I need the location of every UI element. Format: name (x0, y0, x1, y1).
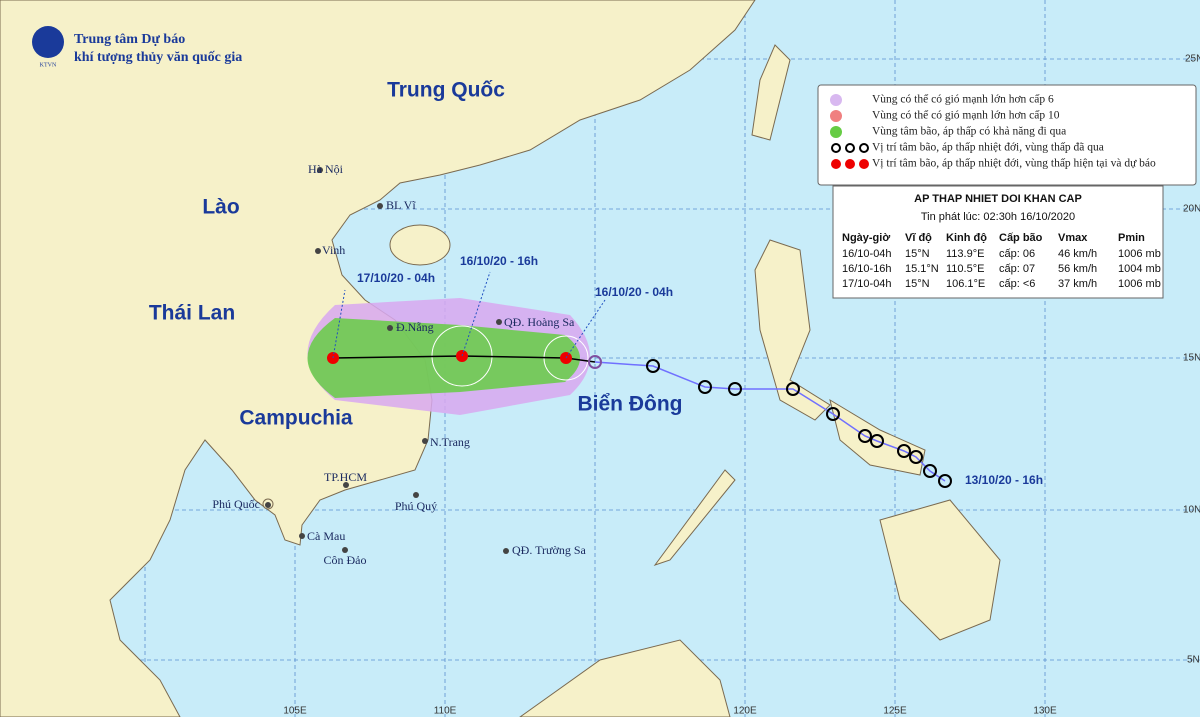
lon-label: 125E (883, 706, 907, 717)
place-label: QĐ. Hoàng Sa (504, 315, 575, 329)
lat-label: 5N (1187, 655, 1200, 666)
legend-label: Vùng có thể có gió mạnh lớn hơn cấp 6 (872, 93, 1054, 106)
place-label: QĐ. Trường Sa (512, 543, 587, 557)
table-cell: 37 km/h (1058, 278, 1097, 290)
legend-label: Vị trí tâm bão, áp thấp nhiệt đới, vùng … (872, 141, 1104, 154)
logo-text: KTVN (40, 62, 57, 68)
header-title: Trung tâm Dự báo (74, 32, 185, 47)
place-label: N.Trang (430, 435, 470, 449)
region-label: Lào (202, 196, 239, 219)
lat-label: 15N (1183, 353, 1200, 364)
logo: KTVN (32, 26, 64, 68)
table-cell: 113.9°E (946, 248, 984, 260)
place-label: Đ.Nẵng (396, 320, 434, 334)
header-subtitle: khí tượng thủy văn quốc gia (74, 50, 242, 65)
place-label: Côn Đảo (324, 553, 367, 567)
place-label: Cà Mau (307, 529, 345, 543)
table-cell: 56 km/h (1058, 263, 1097, 275)
region-label: Biển Đông (578, 393, 683, 416)
place-label: TP.HCM (324, 470, 367, 484)
table-cell: cấp: <6 (999, 278, 1035, 290)
bulletin-issued: Tin phát lúc: 02:30h 16/10/2020 (921, 211, 1075, 223)
track (327, 271, 952, 488)
place-label: Phú Quốc (212, 497, 260, 511)
region-label: Campuchia (239, 407, 353, 430)
table-cell: 15.1°N (905, 263, 939, 275)
lon-label: 105E (283, 706, 307, 717)
bulletin: AP THAP NHIET DOI KHAN CAP Tin phát lúc:… (832, 185, 1164, 299)
legend-label: Vùng tâm bão, áp thấp có khả năng đi qua (872, 125, 1066, 138)
table-cell: 1004 mb (1118, 263, 1161, 275)
lon-label: 130E (1033, 706, 1057, 717)
table-cell: 16/10-04h (842, 248, 892, 260)
legend: Vùng có thể có gió mạnh lớn hơn cấp 6 Vù… (817, 84, 1197, 186)
table-cell: 15°N (905, 278, 930, 290)
table-header: Vĩ độ (905, 232, 932, 244)
table-cell: 1006 mb (1118, 278, 1161, 290)
table-cell: cấp: 07 (999, 263, 1035, 275)
table-header: Kinh độ (946, 232, 987, 244)
table-cell: 1006 mb (1118, 248, 1161, 260)
legend-label: Vị trí tâm bão, áp thấp nhiệt đới, vùng … (872, 157, 1156, 170)
place-label: Vinh (322, 243, 345, 257)
table-header: Vmax (1058, 232, 1088, 244)
table-header: Ngày-giờ (842, 232, 890, 244)
time-label: 16/10/20 - 16h (460, 254, 538, 268)
time-label: 16/10/20 - 04h (595, 285, 673, 299)
lon-label: 120E (733, 706, 757, 717)
region-label: Thái Lan (149, 302, 235, 325)
table-cell: 110.5°E (946, 263, 984, 275)
lat-label: 25N (1185, 54, 1200, 65)
table-cell: 106.1°E (946, 278, 985, 290)
lon-label: 110E (434, 706, 457, 717)
place-label: BL Vĩ (386, 198, 416, 212)
table-cell: 46 km/h (1058, 248, 1097, 260)
table-cell: cấp: 06 (999, 248, 1035, 260)
table-header: Pmin (1118, 232, 1145, 244)
region-label: Trung Quốc (387, 79, 505, 102)
table-header: Cấp bão (999, 232, 1043, 244)
table-cell: 17/10-04h (842, 278, 892, 290)
table-cell: 15°N (905, 248, 930, 260)
lat-label: 10N (1183, 505, 1200, 516)
time-label: 13/10/20 - 16h (965, 473, 1043, 487)
place-label: Hà Nội (308, 162, 344, 176)
bulletin-title: AP THAP NHIET DOI KHAN CAP (914, 193, 1082, 205)
place-label: Phú Quý (395, 499, 437, 513)
legend-label: Vùng có thể có gió mạnh lớn hơn cấp 10 (872, 109, 1060, 122)
time-label: 17/10/20 - 04h (357, 271, 435, 285)
lat-label: 20N (1183, 204, 1200, 215)
table-cell: 16/10-16h (842, 263, 892, 275)
